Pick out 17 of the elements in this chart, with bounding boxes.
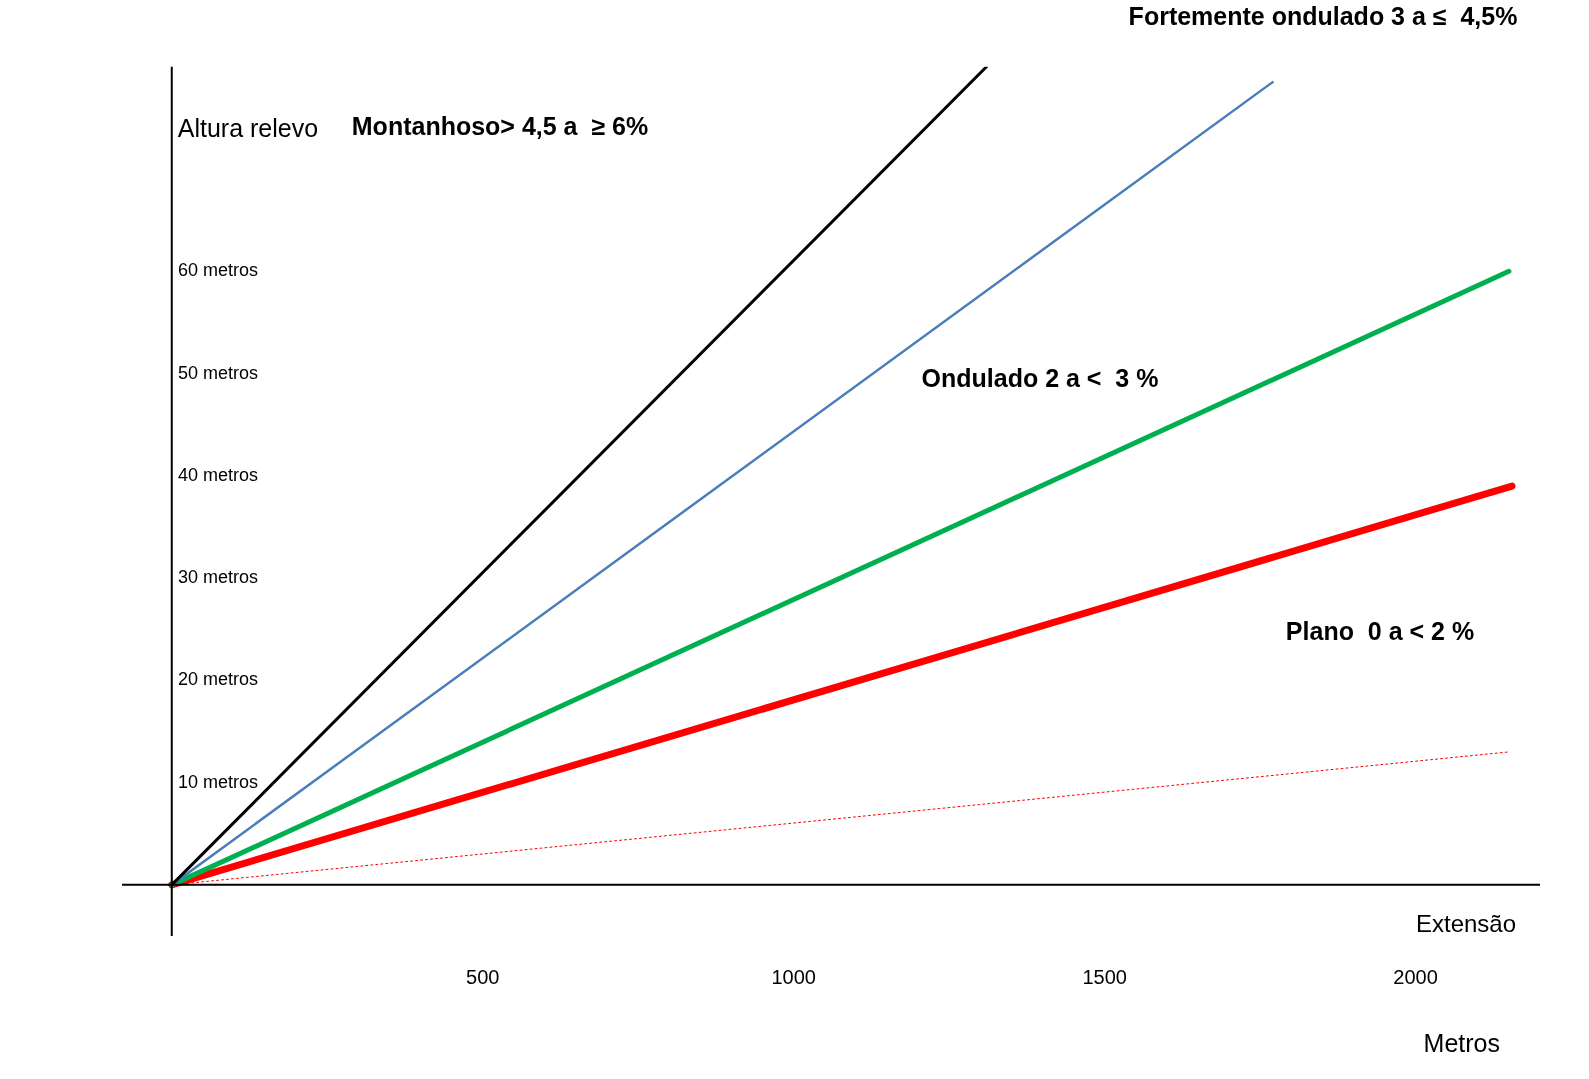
text: Fortemente ondulado 3 a ≤ 4,5% xyxy=(1128,1,1518,30)
y-axis-title: Altura relevo xyxy=(177,113,319,142)
annotation: Ondulado 2 a < 3 % xyxy=(921,363,1159,392)
x-tick-label: 1500 xyxy=(1082,965,1127,988)
x-tick-label: 2000 xyxy=(1393,965,1438,988)
y-tick-label: 50 metros xyxy=(178,362,259,383)
x-axis-title: Metros xyxy=(1423,1029,1500,1058)
annotation: Extensão xyxy=(1415,909,1517,937)
y-tick-label: 30 metros xyxy=(178,567,259,588)
y-tick-label: 60 metros xyxy=(178,260,259,281)
y-tick-label: 20 metros xyxy=(178,669,259,690)
x-tick-label: 1000 xyxy=(771,965,816,988)
y-tick-label: 40 metros xyxy=(178,464,259,485)
x-tick-label: 500 xyxy=(466,965,500,988)
annotation: Montanhoso> 4,5 a ≥ 6% xyxy=(351,111,649,140)
y-tick-label: 10 metros xyxy=(178,771,259,792)
annotation: Plano 0 a < 2 % xyxy=(1285,616,1475,645)
